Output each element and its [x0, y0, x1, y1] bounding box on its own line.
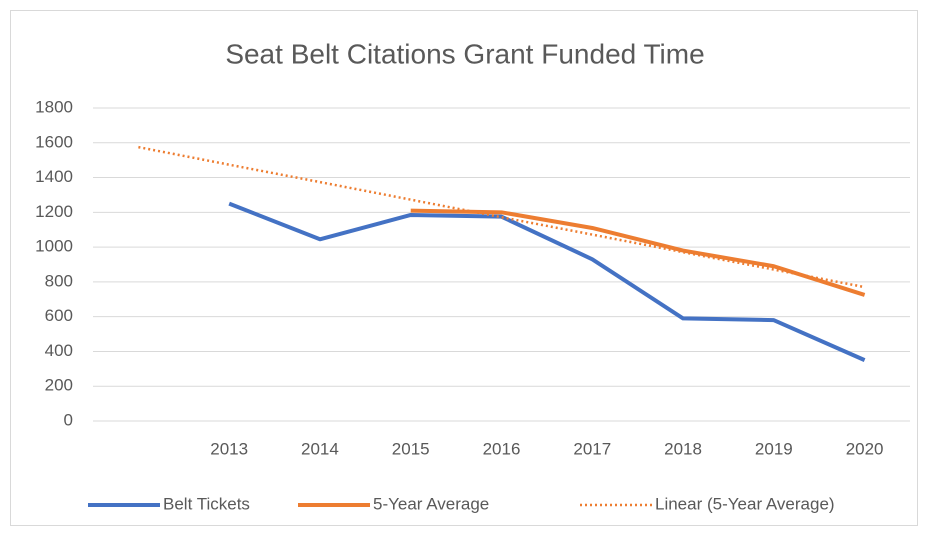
x-tick-label: 2015	[392, 439, 430, 458]
chart-title: Seat Belt Citations Grant Funded Time	[225, 38, 704, 69]
x-tick-label: 2018	[664, 439, 702, 458]
y-tick-label: 1600	[35, 132, 73, 151]
x-tick-label: 2014	[301, 439, 339, 458]
x-tick-label: 2016	[483, 439, 521, 458]
y-tick-label: 600	[45, 306, 73, 325]
y-tick-label: 1200	[35, 202, 73, 221]
y-tick-label: 400	[45, 341, 73, 360]
y-tick-label: 200	[45, 376, 73, 395]
x-tick-label: 2017	[573, 439, 611, 458]
y-tick-label: 0	[64, 410, 73, 429]
series-line	[410, 208, 866, 297]
y-tick-label: 1400	[35, 167, 73, 186]
legend-label: Linear (5-Year Average)	[655, 494, 835, 513]
series-line	[228, 201, 866, 362]
x-tick-label: 2013	[210, 439, 248, 458]
x-tick-label: 2019	[755, 439, 793, 458]
chart-border	[10, 10, 918, 526]
legend-label: 5-Year Average	[373, 494, 489, 513]
y-tick-label: 800	[45, 271, 73, 290]
x-tick-label: 2020	[846, 439, 884, 458]
y-tick-label: 1800	[35, 97, 73, 116]
y-tick-label: 1000	[35, 237, 73, 256]
series-line	[138, 145, 865, 289]
legend-label: Belt Tickets	[163, 494, 250, 513]
